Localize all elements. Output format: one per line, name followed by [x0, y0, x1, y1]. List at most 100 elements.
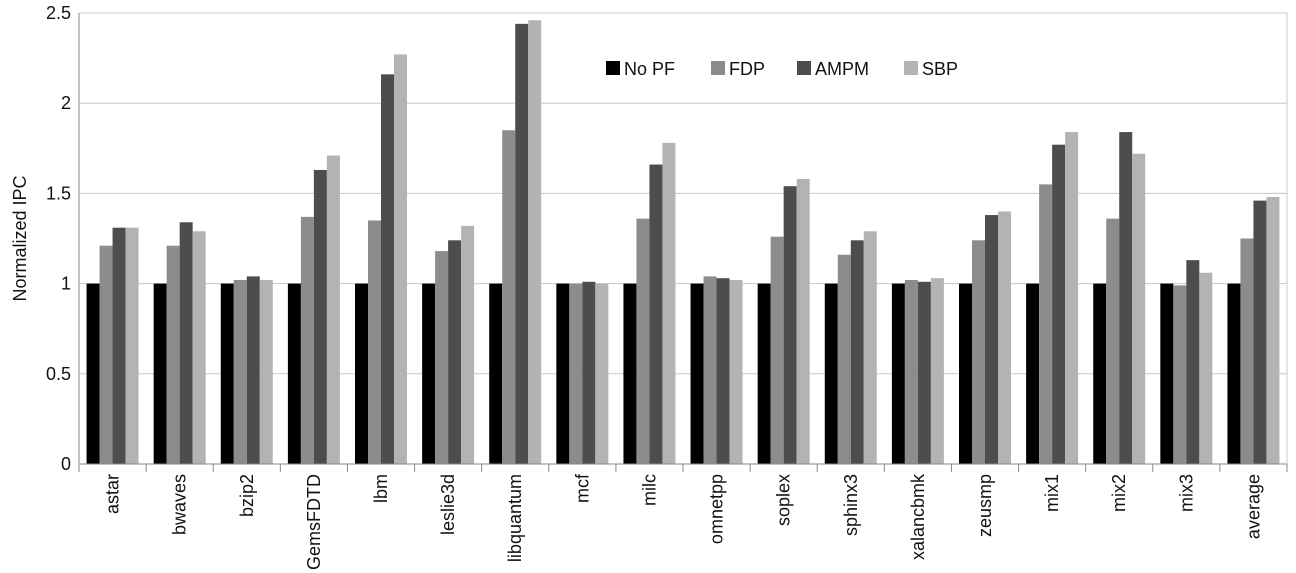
bar-fdp-mcf — [569, 283, 583, 464]
x-category-labels: astar bwaves bzip2 GemsFDTD lbm leslie3d libqu… — [103, 473, 1264, 570]
bar-no-pf-lbm — [355, 283, 368, 464]
bar-ampm-mix2 — [1119, 132, 1133, 464]
x-category-label: leslie3d — [438, 474, 458, 535]
bar-sbp-mcf — [595, 283, 609, 464]
x-category-label: xalancbmk — [908, 473, 928, 560]
bar-fdp-mix3 — [1173, 285, 1187, 464]
bar-ampm-zeusmp — [985, 215, 998, 464]
legend-swatch-sbp — [904, 61, 918, 75]
legend-label-no-pf: No PF — [624, 59, 675, 79]
y-tick-label: 0.5 — [46, 364, 71, 384]
bar-sbp-bzip2 — [259, 279, 273, 464]
bar-fdp-mix1 — [1039, 184, 1053, 464]
x-category-label: mix1 — [1042, 474, 1062, 512]
bar-sbp-mix2 — [1132, 153, 1146, 464]
x-category-label: zeusmp — [975, 474, 995, 537]
bar-no-pf-astar — [86, 283, 100, 464]
bar-ampm-mix1 — [1052, 144, 1066, 464]
bar-fdp-sphinx3 — [837, 254, 851, 464]
legend-swatch-fdp — [711, 61, 725, 75]
bar-fdp-milc — [636, 218, 650, 464]
bar-fdp-bwaves — [166, 245, 180, 464]
bar-no-pf-sphinx3 — [824, 283, 838, 464]
bar-sbp-mix3 — [1199, 272, 1213, 464]
y-tick-label: 2 — [61, 93, 71, 113]
bar-sbp-bwaves — [192, 231, 206, 464]
bar-ampm-lbm — [381, 74, 394, 464]
bar-ampm-leslie3d — [448, 240, 462, 464]
bar-no-pf-mix1 — [1026, 283, 1040, 464]
bar-ampm-sphinx3 — [850, 240, 864, 464]
bar-sbp-xalancbmk — [930, 278, 944, 464]
bar-sbp-mix1 — [1065, 132, 1079, 464]
axes — [78, 13, 1288, 472]
x-category-label: GemsFDTD — [304, 474, 324, 570]
bars — [86, 20, 1280, 465]
bar-sbp-average — [1266, 197, 1280, 464]
bar-fdp-omnetpp — [703, 276, 717, 464]
bar-ampm-astar — [112, 227, 126, 464]
x-category-label: mcf — [572, 473, 592, 503]
legend: No PF FDP AMPM SBP — [606, 59, 958, 79]
x-category-label: astar — [103, 474, 123, 514]
bar-no-pf-zeusmp — [959, 283, 972, 464]
bar-no-pf-bwaves — [153, 283, 167, 464]
bar-no-pf-bzip2 — [220, 283, 234, 464]
bar-sbp-omnetpp — [729, 279, 743, 464]
bar-fdp-libquantum — [502, 130, 516, 464]
x-category-label: bzip2 — [237, 474, 257, 517]
bar-ampm-gemsfdtd — [313, 169, 327, 464]
bar-fdp-mix2 — [1106, 218, 1120, 464]
y-tick-labels: 0 0.5 1 1.5 2 2.5 — [46, 3, 71, 474]
bar-no-pf-omnetpp — [690, 283, 704, 464]
bar-no-pf-mix2 — [1093, 283, 1107, 464]
legend-swatch-ampm — [797, 61, 811, 75]
bar-fdp-lbm — [368, 220, 381, 464]
bar-no-pf-libquantum — [489, 283, 503, 464]
bar-ampm-mix3 — [1186, 260, 1200, 464]
y-axis-title: Normalized IPC — [10, 175, 30, 301]
bar-fdp-average — [1240, 238, 1254, 464]
bar-sbp-soplex — [796, 178, 810, 464]
bar-sbp-gemsfdtd — [326, 155, 340, 465]
x-category-label: omnetpp — [707, 474, 727, 544]
bar-fdp-gemsfdtd — [300, 216, 314, 464]
bar-fdp-zeusmp — [972, 240, 985, 464]
legend-swatch-no-pf — [606, 61, 620, 75]
bar-no-pf-soplex — [757, 283, 771, 464]
bar-ampm-mcf — [582, 281, 596, 464]
bar-ampm-bwaves — [179, 222, 193, 464]
bar-sbp-zeusmp — [998, 211, 1011, 464]
x-category-label: mix2 — [1109, 474, 1129, 512]
bar-ampm-milc — [649, 164, 663, 464]
x-category-label: lbm — [371, 474, 391, 503]
y-tick-label: 0 — [61, 454, 71, 474]
bar-no-pf-gemsfdtd — [287, 283, 301, 464]
x-category-label: milc — [639, 474, 659, 506]
x-category-label: libquantum — [505, 474, 525, 562]
x-category-label: sphinx3 — [841, 474, 861, 536]
legend-label-ampm: AMPM — [815, 59, 869, 79]
bar-fdp-xalancbmk — [904, 279, 918, 464]
bar-sbp-sphinx3 — [863, 231, 877, 464]
bar-sbp-libquantum — [528, 20, 542, 464]
bar-no-pf-xalancbmk — [891, 283, 905, 464]
bar-ampm-libquantum — [515, 23, 529, 464]
bar-no-pf-average — [1227, 283, 1241, 464]
bar-sbp-astar — [125, 227, 139, 464]
bar-fdp-soplex — [770, 236, 784, 464]
x-category-label: soplex — [774, 474, 794, 526]
x-category-label: mix3 — [1176, 474, 1196, 512]
bar-sbp-lbm — [394, 54, 407, 464]
bar-ampm-xalancbmk — [917, 281, 931, 464]
y-tick-label: 1.5 — [46, 183, 71, 203]
bar-fdp-astar — [99, 245, 113, 464]
bar-fdp-bzip2 — [233, 279, 247, 464]
x-category-label: average — [1243, 474, 1263, 539]
x-category-label: bwaves — [170, 474, 190, 535]
bar-fdp-leslie3d — [435, 251, 449, 464]
bar-ampm-soplex — [783, 186, 797, 464]
y-tick-label: 1 — [61, 274, 71, 294]
